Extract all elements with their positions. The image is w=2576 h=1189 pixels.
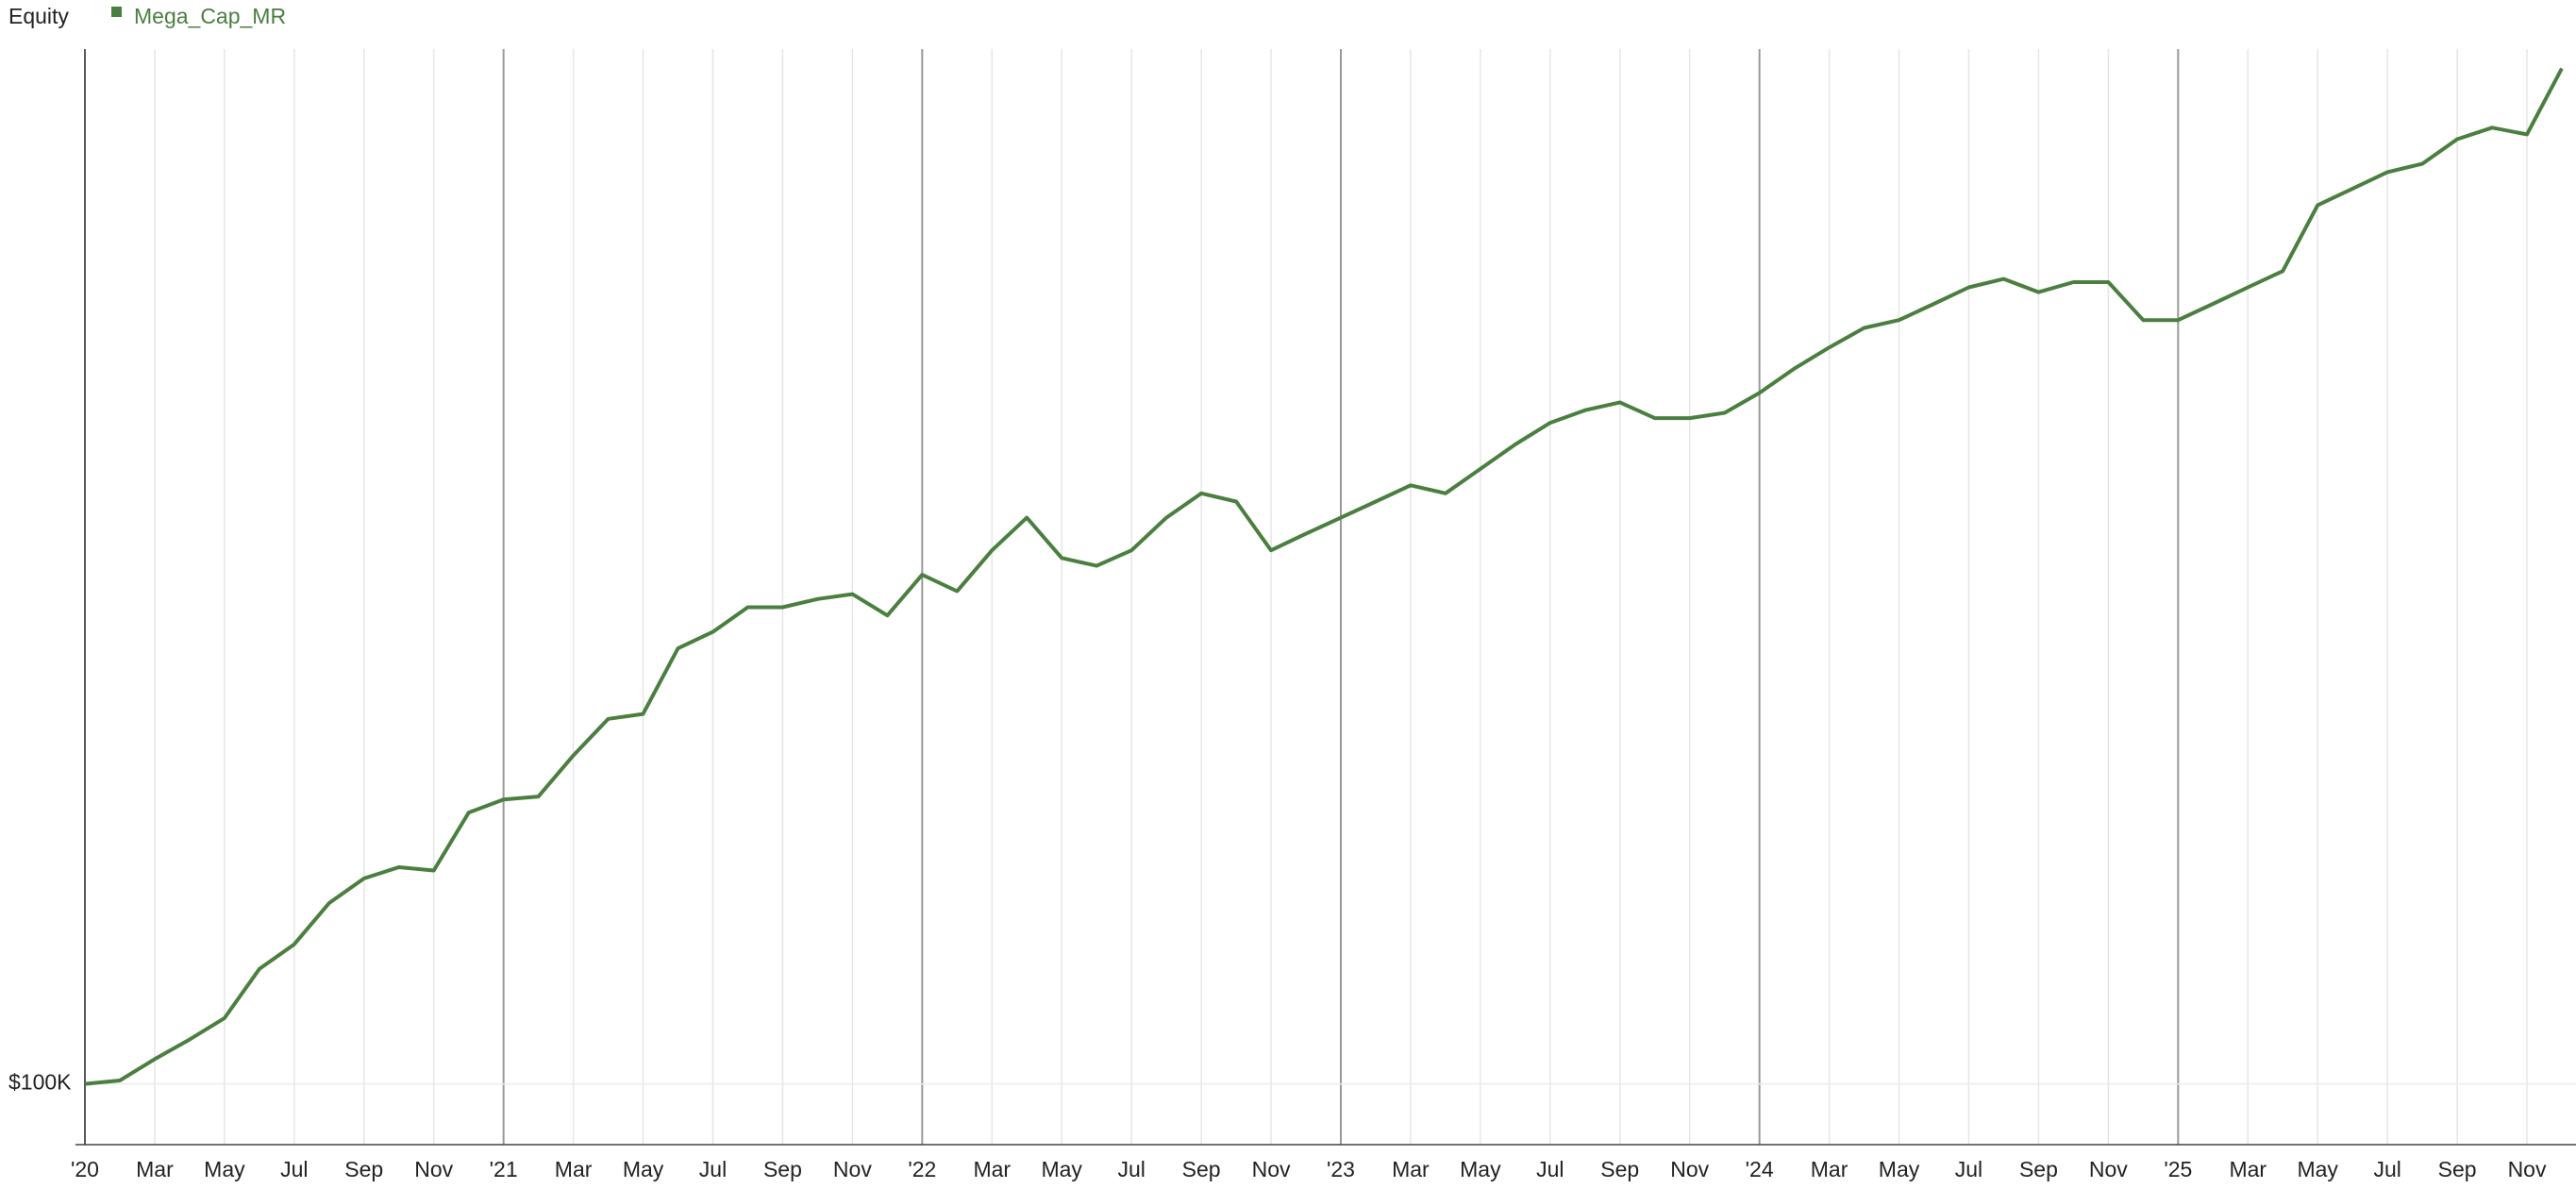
x-tick-label: Jul [280, 1157, 308, 1181]
legend-label: Mega_Cap_MR [134, 4, 286, 28]
x-tick-label: May [1041, 1157, 1082, 1181]
x-tick-label: '20 [71, 1157, 99, 1181]
x-tick-label: Jul [1536, 1157, 1564, 1181]
x-tick-label: Mar [555, 1157, 593, 1181]
x-tick-label: Mar [136, 1157, 174, 1181]
x-tick-label: '21 [490, 1157, 518, 1181]
x-tick-label: Nov [2089, 1157, 2128, 1181]
x-tick-label: Nov [833, 1157, 872, 1181]
x-tick-label: Nov [1252, 1157, 1291, 1181]
x-tick-label: May [1460, 1157, 1501, 1181]
x-tick-label: Jul [699, 1157, 727, 1181]
x-tick-label: Sep [2438, 1157, 2477, 1181]
y-tick-label: $100K [8, 1070, 72, 1095]
x-tick-label: Mar [973, 1157, 1011, 1181]
x-tick-label: '22 [908, 1157, 936, 1181]
x-tick-label: Mar [2229, 1157, 2267, 1181]
chart-title: Equity [8, 4, 69, 28]
x-tick-label: '24 [1746, 1157, 1774, 1181]
x-tick-label: Jul [2373, 1157, 2400, 1181]
x-tick-label: Sep [2019, 1157, 2058, 1181]
equity-line [84, 67, 2564, 1086]
x-tick-label: May [204, 1157, 245, 1181]
x-tick-label: May [1879, 1157, 1920, 1181]
x-tick-label: Jul [1117, 1157, 1145, 1181]
x-tick-label: Sep [763, 1157, 802, 1181]
x-tick-label: Nov [1670, 1157, 1709, 1181]
x-tick-label: Nov [2508, 1157, 2547, 1181]
x-tick-label: May [623, 1157, 664, 1181]
x-tick-label: Nov [414, 1157, 453, 1181]
x-tick-label: Mar [1392, 1157, 1430, 1181]
x-tick-label: Sep [344, 1157, 383, 1181]
x-tick-label: '25 [2164, 1157, 2192, 1181]
x-tick-label: '23 [1327, 1157, 1355, 1181]
x-tick-label: Sep [1182, 1157, 1221, 1181]
x-tick-label: Sep [1600, 1157, 1639, 1181]
x-tick-label: Jul [1955, 1157, 1982, 1181]
legend-swatch [111, 7, 122, 17]
x-tick-label: May [2297, 1157, 2338, 1181]
x-tick-label: Mar [1811, 1157, 1848, 1181]
